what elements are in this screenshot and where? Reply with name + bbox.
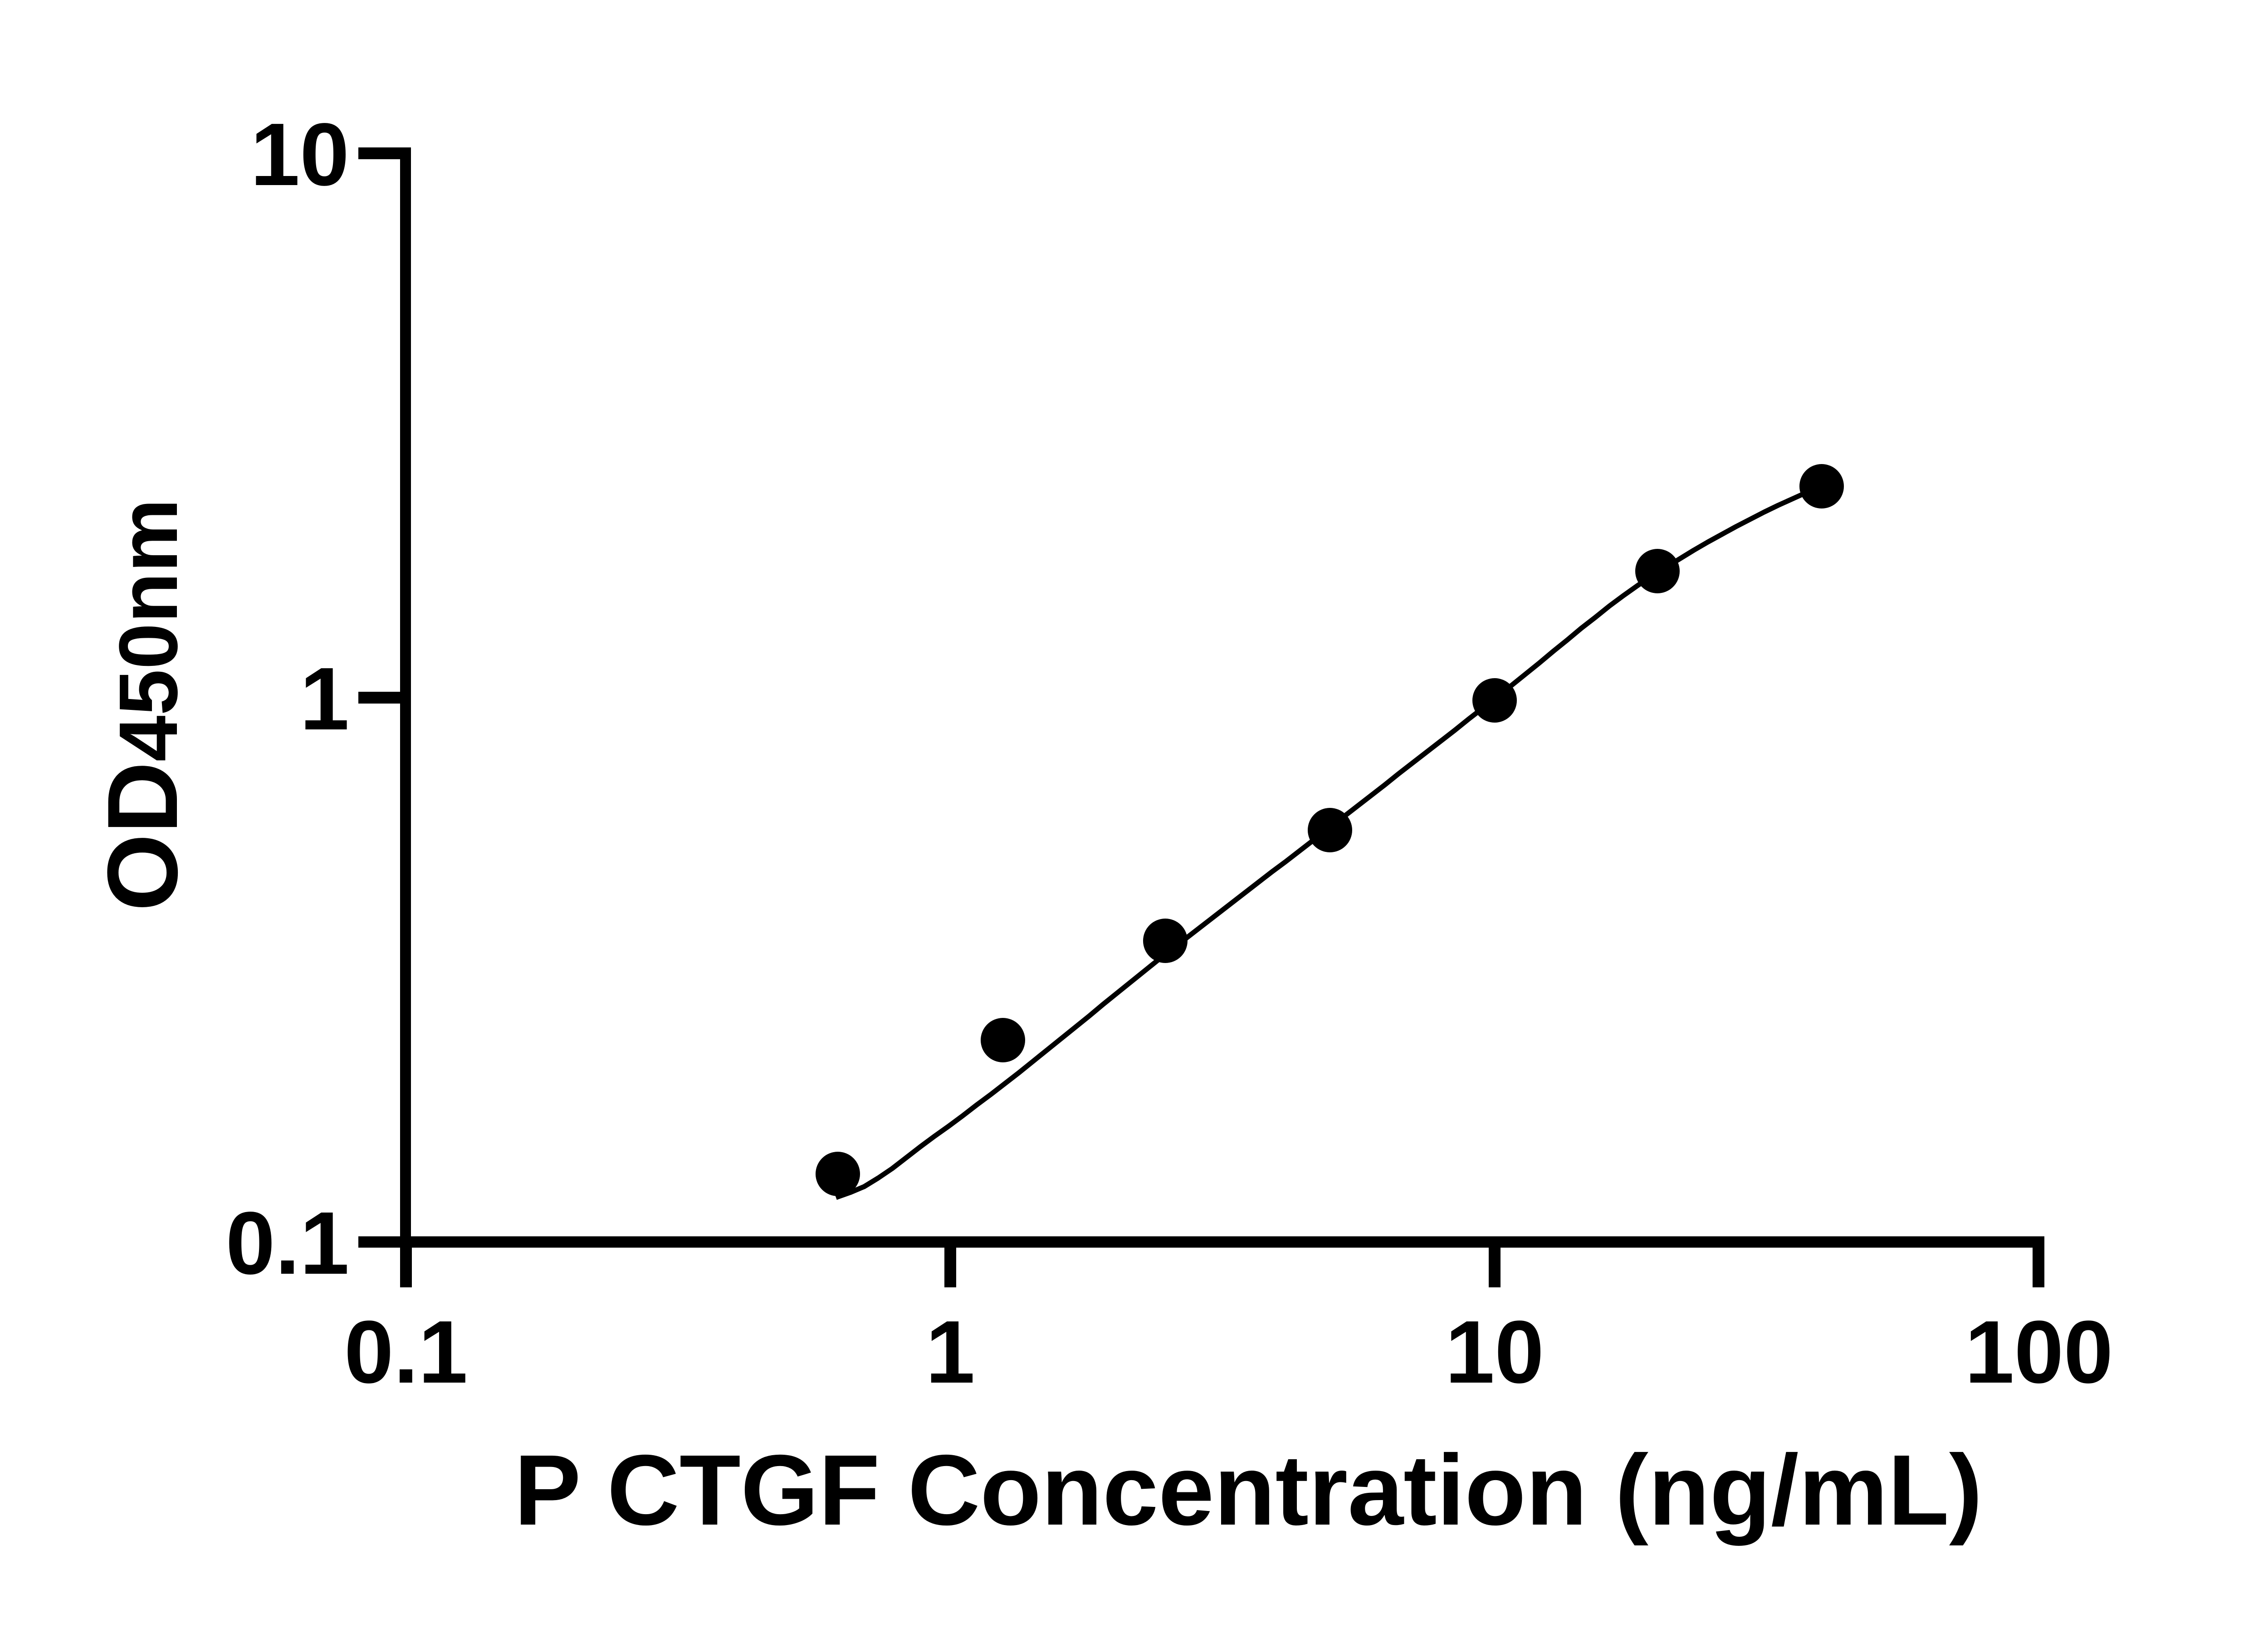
svg-text:0.1: 0.1 [226, 1193, 349, 1293]
svg-text:1: 1 [925, 1302, 975, 1402]
svg-text:100: 100 [1965, 1302, 2113, 1402]
svg-text:1: 1 [300, 649, 349, 748]
svg-text:10: 10 [1445, 1302, 1544, 1402]
svg-text:0.1: 0.1 [344, 1302, 468, 1402]
svg-text:P CTGF Concentration (ng/mL): P CTGF Concentration (ng/mL) [514, 1434, 1982, 1546]
svg-text:OD450nm: OD450nm [87, 499, 198, 911]
svg-text:10: 10 [250, 105, 349, 204]
